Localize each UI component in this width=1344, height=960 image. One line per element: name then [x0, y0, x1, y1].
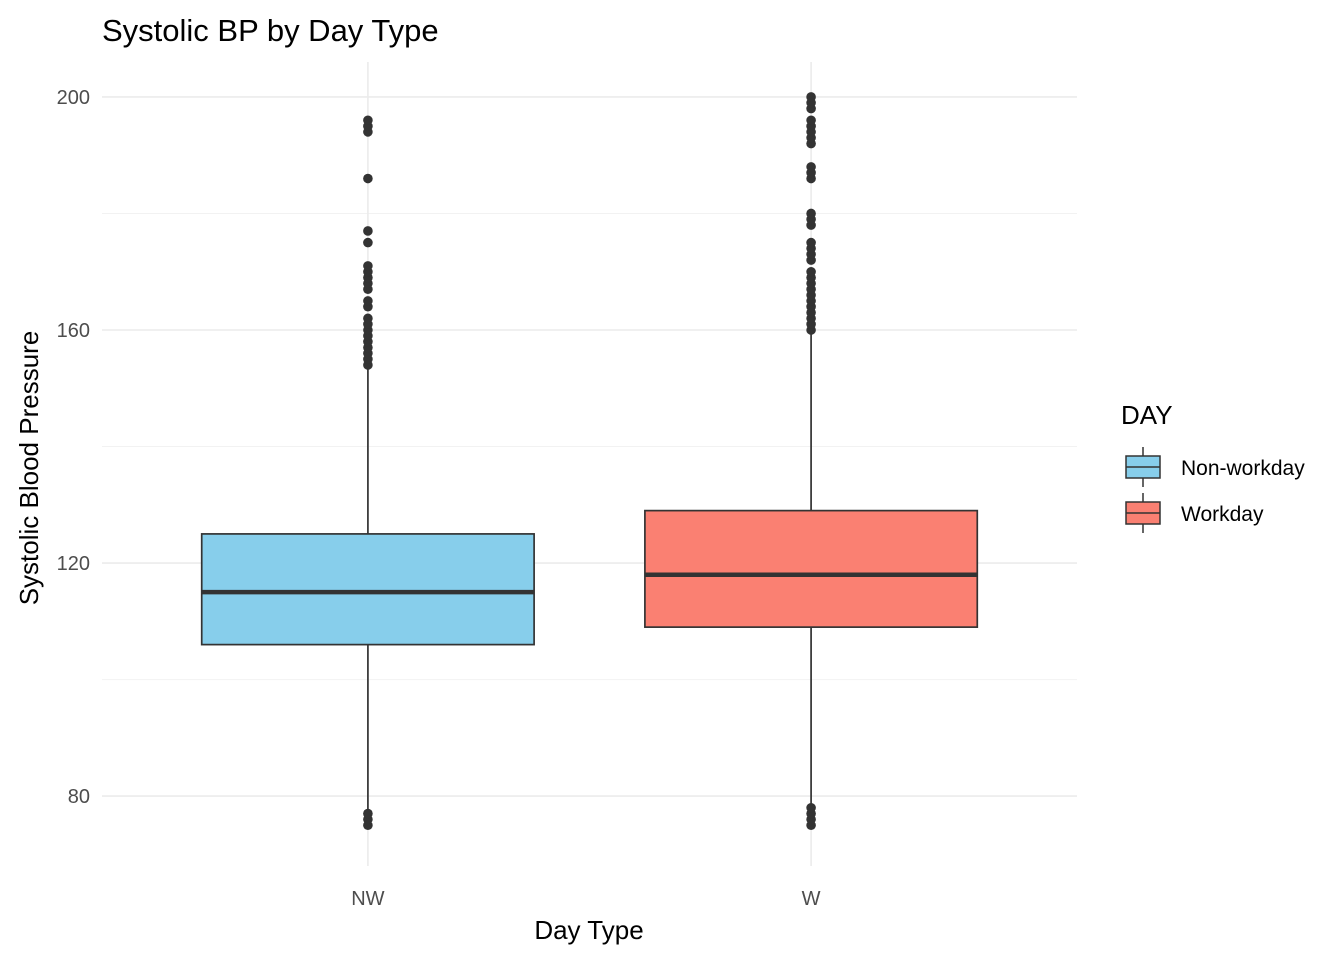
- outlier-point: [363, 808, 373, 819]
- box-body: [644, 509, 979, 628]
- y-tick-label: 80: [68, 786, 90, 808]
- legend: DAY Non-workday Workday: [1121, 400, 1305, 533]
- outlier-point: [363, 237, 373, 248]
- outlier-point: [806, 162, 816, 172]
- legend-label: Workday: [1181, 503, 1264, 526]
- x-tick-label: W: [802, 888, 821, 910]
- tick-labels: 80 120 160 200 NW W: [57, 87, 821, 910]
- outlier-point: [806, 92, 816, 102]
- outlier-point: [363, 261, 373, 271]
- outlier-point: [363, 313, 373, 324]
- outlier-point: [806, 266, 816, 277]
- x-axis-title: Day Type: [534, 915, 643, 945]
- y-axis-title: Systolic Blood Pressure: [14, 331, 44, 606]
- y-tick-label: 120: [57, 553, 90, 575]
- box-group-w: [644, 92, 979, 831]
- outlier-point: [363, 115, 373, 126]
- y-tick-label: 200: [57, 87, 90, 109]
- outlier-point: [806, 237, 816, 248]
- box-body: [200, 533, 535, 646]
- boxes: [200, 92, 979, 831]
- box-group-nw: [200, 115, 535, 831]
- outlier-point: [806, 802, 816, 813]
- outlier-point: [363, 173, 373, 184]
- x-tick-label: NW: [351, 888, 384, 910]
- outlier-point: [806, 208, 816, 219]
- y-tick-label: 160: [57, 320, 90, 342]
- grid-lines: [102, 62, 1077, 866]
- legend-entry: Non-workday: [1125, 447, 1305, 487]
- legend-entry: Workday: [1125, 493, 1264, 533]
- chart-title: Systolic BP by Day Type: [102, 13, 439, 48]
- outlier-point: [363, 296, 373, 306]
- outlier-point: [363, 226, 373, 236]
- outlier-point: [806, 115, 816, 126]
- legend-label: Non-workday: [1181, 457, 1305, 480]
- legend-title: DAY: [1121, 400, 1173, 430]
